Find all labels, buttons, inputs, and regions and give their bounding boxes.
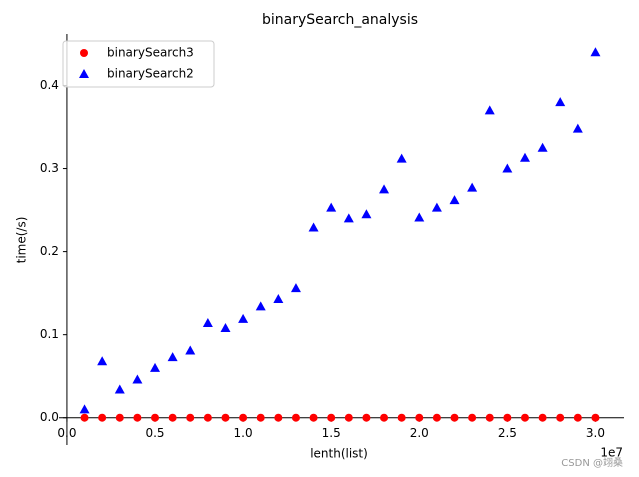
x-tick-label: 2.0 <box>410 426 429 440</box>
point <box>327 413 336 422</box>
point <box>344 413 353 422</box>
point <box>590 47 601 57</box>
point <box>255 301 266 311</box>
point <box>238 313 249 323</box>
point <box>414 212 425 222</box>
y-tick-label: 0.2 <box>40 244 59 258</box>
point <box>485 413 494 422</box>
point <box>114 384 125 394</box>
point <box>362 413 371 422</box>
x-tick-label: 0.5 <box>145 426 164 440</box>
point <box>167 352 178 362</box>
y-tick-label: 0.3 <box>40 161 59 175</box>
point <box>520 413 529 422</box>
point <box>202 318 213 328</box>
x-tick-label: 1.5 <box>322 426 341 440</box>
point <box>467 182 478 192</box>
legend-marker <box>80 49 88 57</box>
point <box>291 413 300 422</box>
point <box>468 413 477 422</box>
point <box>309 413 318 422</box>
legend-label: binarySearch2 <box>107 67 194 81</box>
point <box>343 213 354 223</box>
point <box>239 413 248 422</box>
legend-marker <box>79 69 89 78</box>
point <box>220 323 231 333</box>
x-tick-label: 2.5 <box>498 426 517 440</box>
point <box>326 202 337 212</box>
x-offset-label: 1e7 <box>600 446 623 460</box>
point <box>274 413 283 422</box>
point <box>537 142 548 152</box>
point <box>168 413 177 422</box>
point <box>572 123 583 133</box>
y-tick-label: 0.4 <box>40 78 59 92</box>
point <box>221 413 230 422</box>
point <box>361 209 372 219</box>
chart-title: binarySearch_analysis <box>262 12 418 28</box>
watermark: CSDN @翊桑 <box>561 457 623 469</box>
point <box>185 345 196 355</box>
point <box>519 152 530 162</box>
point <box>290 283 301 293</box>
point <box>484 105 495 115</box>
point <box>132 374 143 384</box>
point <box>449 195 460 205</box>
point <box>502 163 513 173</box>
point <box>555 97 566 107</box>
point <box>503 413 512 422</box>
point <box>150 362 161 372</box>
point <box>380 413 389 422</box>
legend-label: binarySearch3 <box>107 46 194 60</box>
x-tick-label: 3.0 <box>586 426 605 440</box>
point <box>431 202 442 212</box>
legend-box <box>62 40 215 88</box>
x-tick-label: 0.0 <box>57 426 76 440</box>
point <box>79 404 90 414</box>
y-tick-label: 0.0 <box>40 410 59 424</box>
point <box>573 413 582 422</box>
point <box>133 413 142 422</box>
point <box>432 413 441 422</box>
point <box>396 153 407 163</box>
point <box>556 413 565 422</box>
point <box>397 413 406 422</box>
point <box>450 413 459 422</box>
point <box>538 413 547 422</box>
point <box>415 413 424 422</box>
point <box>151 413 160 422</box>
point <box>203 413 212 422</box>
point <box>256 413 265 422</box>
x-tick-label: 1.0 <box>234 426 253 440</box>
point <box>186 413 195 422</box>
point <box>97 356 108 366</box>
point <box>273 293 284 303</box>
point <box>80 413 89 422</box>
point <box>98 413 107 422</box>
point <box>379 184 390 194</box>
point <box>591 413 600 422</box>
point <box>115 413 124 422</box>
point <box>308 222 319 232</box>
y-tick-label: 0.1 <box>40 327 59 341</box>
x-axis-label: lenth(list) <box>310 447 368 461</box>
y-axis-label: time(/s) <box>15 217 29 264</box>
